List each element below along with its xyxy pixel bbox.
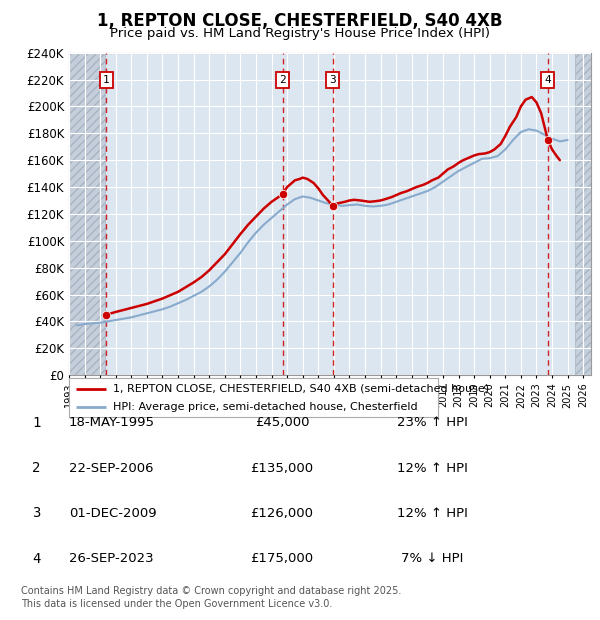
Text: £45,000: £45,000 (255, 417, 309, 429)
Bar (69, 53, 105, 375)
Text: 01-DEC-2009: 01-DEC-2009 (69, 507, 157, 520)
Text: 18-MAY-1995: 18-MAY-1995 (69, 417, 155, 429)
Bar (575, 53, 591, 375)
Text: £175,000: £175,000 (250, 552, 314, 565)
Text: Price paid vs. HM Land Registry's House Price Index (HPI): Price paid vs. HM Land Registry's House … (110, 27, 490, 40)
Text: 1, REPTON CLOSE, CHESTERFIELD, S40 4XB (semi-detached house): 1, REPTON CLOSE, CHESTERFIELD, S40 4XB (… (113, 384, 490, 394)
Text: 1: 1 (103, 75, 109, 85)
Text: 1, REPTON CLOSE, CHESTERFIELD, S40 4XB: 1, REPTON CLOSE, CHESTERFIELD, S40 4XB (97, 12, 503, 30)
Text: 22-SEP-2006: 22-SEP-2006 (69, 462, 154, 474)
Text: 1: 1 (32, 416, 41, 430)
Text: 2: 2 (32, 461, 41, 475)
Text: 26-SEP-2023: 26-SEP-2023 (69, 552, 154, 565)
Text: 3: 3 (32, 507, 41, 520)
Text: HPI: Average price, semi-detached house, Chesterfield: HPI: Average price, semi-detached house,… (113, 402, 418, 412)
Text: 4: 4 (544, 75, 551, 85)
Text: 12% ↑ HPI: 12% ↑ HPI (397, 462, 467, 474)
Text: Contains HM Land Registry data © Crown copyright and database right 2025.
This d: Contains HM Land Registry data © Crown c… (21, 586, 401, 609)
Text: 7% ↓ HPI: 7% ↓ HPI (401, 552, 463, 565)
Text: £135,000: £135,000 (250, 462, 314, 474)
Text: 23% ↑ HPI: 23% ↑ HPI (397, 417, 467, 429)
Text: 3: 3 (329, 75, 336, 85)
Text: 2: 2 (280, 75, 286, 85)
Text: 12% ↑ HPI: 12% ↑ HPI (397, 507, 467, 520)
Text: £126,000: £126,000 (251, 507, 314, 520)
Text: 4: 4 (32, 552, 41, 565)
